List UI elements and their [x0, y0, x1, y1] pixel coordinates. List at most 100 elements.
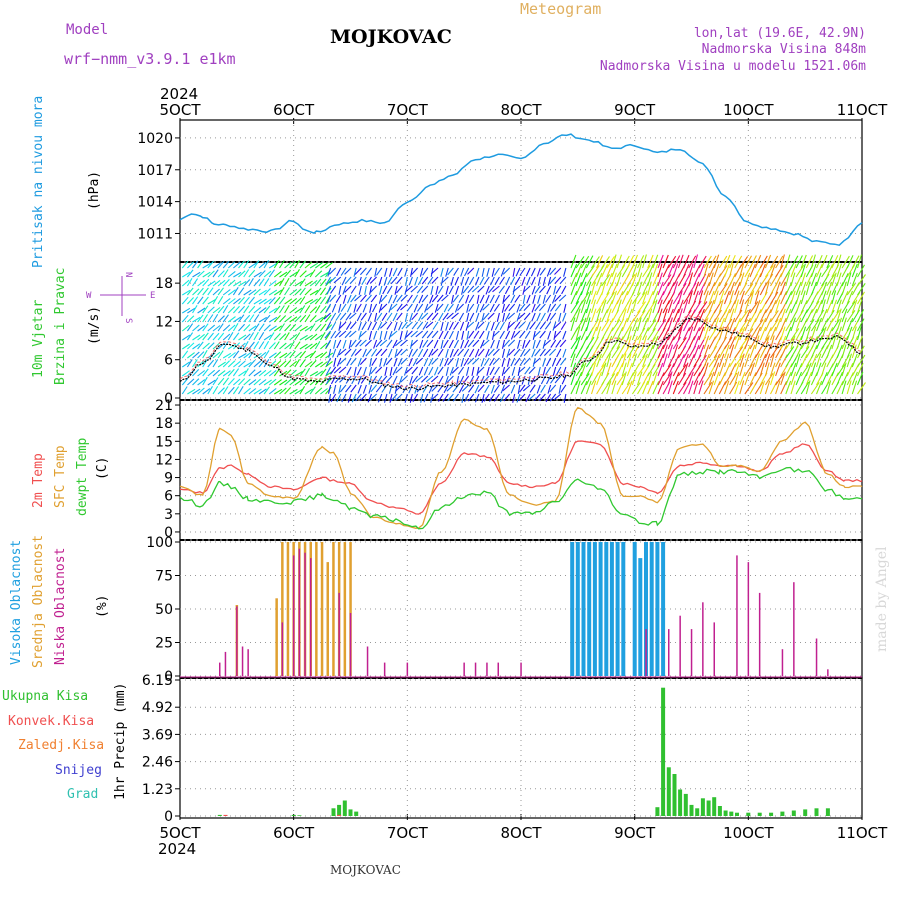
wind-vector	[334, 375, 342, 384]
wind-vector	[369, 285, 373, 295]
wind-vector	[370, 294, 378, 303]
wind-vector	[384, 267, 388, 277]
wind-vector	[815, 335, 823, 350]
wind-vector	[411, 375, 419, 384]
wind-vector	[616, 254, 623, 269]
wind-vector	[606, 373, 616, 386]
wind-vector	[406, 303, 413, 312]
wind-vector	[616, 272, 622, 287]
wind-vector	[258, 351, 267, 359]
wind-vector	[795, 299, 802, 314]
wind-vector	[580, 272, 588, 287]
footer-station: MOJKOVAC	[330, 863, 401, 877]
wind-vector	[688, 290, 693, 305]
wind-vector	[370, 366, 378, 375]
temp-unit: (C)	[95, 457, 110, 480]
wind-vector	[379, 339, 388, 347]
wind-vector	[314, 341, 321, 350]
wind-vector	[647, 308, 653, 323]
wind-vector	[821, 326, 827, 341]
wind-vector	[415, 330, 424, 338]
wind-vector	[394, 285, 398, 295]
wind-vector	[207, 324, 216, 332]
wind-vector	[494, 276, 500, 286]
wind-vector	[464, 276, 470, 286]
wind-vector	[192, 288, 200, 296]
cloud-bar	[609, 542, 614, 676]
wind-vector	[522, 294, 526, 304]
wind-vector	[616, 336, 624, 350]
top-tick-label: 5OCT	[160, 101, 202, 119]
wind-vector	[383, 393, 388, 403]
wind-vector	[338, 303, 342, 313]
wind-vector	[345, 312, 352, 321]
wind-vector	[816, 309, 825, 323]
wind-vector	[508, 348, 516, 356]
wind-vector	[393, 321, 398, 331]
cloud-bar	[383, 662, 386, 676]
wind-vector	[815, 272, 822, 287]
wind-vector	[657, 353, 665, 368]
wind-vector	[549, 312, 557, 321]
wind-vector	[749, 354, 757, 368]
wind-vector	[631, 326, 638, 341]
wind-vector	[510, 276, 516, 286]
wind-vector	[800, 281, 807, 296]
wind-vector	[831, 309, 840, 323]
wind-vector	[187, 307, 196, 314]
wind-vector	[340, 267, 347, 276]
wind-vector	[468, 330, 475, 339]
wind-vector	[846, 290, 854, 305]
wind-vector	[412, 294, 419, 303]
bottom-year-label: 2024	[158, 840, 196, 858]
wind-vector	[510, 357, 516, 367]
cloud-bar	[592, 542, 597, 676]
wind-vector	[693, 254, 699, 269]
wind-vector	[212, 332, 220, 341]
wind-vector	[233, 297, 241, 305]
wind-vector	[243, 324, 251, 332]
wind-vector	[238, 287, 245, 296]
wind-vector	[335, 294, 342, 303]
precip-bar	[683, 793, 688, 816]
wind-vector	[248, 278, 254, 287]
wind-vector	[805, 318, 815, 332]
wind-vector	[460, 339, 465, 349]
wind-vector	[596, 371, 602, 386]
wind-vector	[708, 255, 717, 269]
wind-vector	[677, 290, 683, 305]
wind-vector	[197, 387, 205, 395]
wind-vector	[263, 270, 272, 278]
wind-vector	[192, 388, 201, 395]
precip-bar	[217, 814, 222, 816]
wind-vector	[657, 299, 663, 314]
wind-vector	[294, 324, 303, 332]
wind-vector	[821, 265, 831, 278]
wind-vector	[810, 362, 817, 377]
wind-vector	[703, 353, 710, 368]
precip-ytick-label: 0	[164, 809, 173, 825]
wind-vector	[519, 267, 526, 276]
wind-vector	[596, 255, 604, 269]
wind-vector	[492, 330, 500, 338]
wind-vector	[217, 332, 225, 341]
wind-vector	[549, 267, 557, 276]
wind-vector	[601, 382, 610, 395]
wind-vector	[857, 291, 865, 305]
wind-vector	[637, 309, 646, 323]
wind-vector	[815, 254, 823, 269]
wind-vector	[516, 393, 521, 403]
top-year-label: 2024	[160, 85, 198, 103]
cloud-bar	[702, 602, 704, 676]
wind-vector	[345, 321, 352, 330]
wind-vector	[323, 312, 331, 320]
wind-vector	[453, 321, 459, 330]
wind-vector	[667, 308, 674, 323]
cloud-bar	[690, 629, 693, 676]
wind-vector	[325, 366, 332, 376]
wind-vector	[181, 296, 189, 305]
wind-vector	[268, 280, 277, 287]
wind-vector	[626, 255, 635, 269]
wind-vector	[734, 335, 741, 350]
precip-frz-label: Zaledj.Kisa	[18, 738, 104, 753]
